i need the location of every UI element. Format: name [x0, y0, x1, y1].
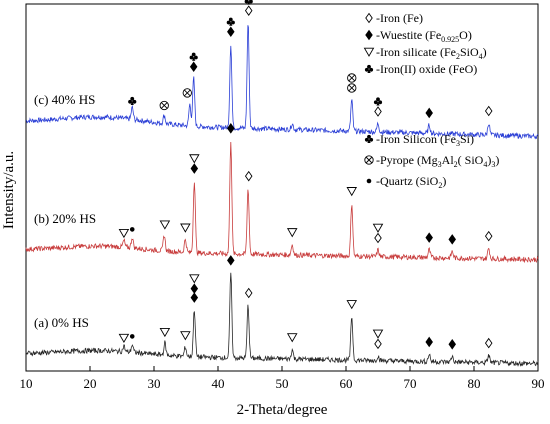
- x-tick-label: 40: [212, 376, 225, 391]
- legend-lower: -Iron Silicon (Fe3Si) -Pyrope (Mg3Al2( Si…: [364, 132, 499, 190]
- marker-open-diamond: [365, 12, 373, 24]
- marker-otimes: [364, 155, 374, 165]
- marker-open-diamond: [484, 337, 493, 349]
- marker-diamond: [365, 29, 373, 41]
- marker-triangle: [363, 47, 375, 57]
- marker-diamond: [227, 123, 235, 134]
- marker-triangle: [286, 228, 298, 238]
- x-tick-label: 20: [84, 376, 97, 391]
- marker-triangle-open-diamond: [372, 223, 384, 244]
- legend-label: -Iron Silicon (Fe3Si): [376, 132, 474, 148]
- marker-triangle-diamond-stack: [189, 274, 200, 303]
- marker-diamond: [425, 336, 433, 348]
- series-label: (a) 0% HS: [34, 315, 89, 330]
- x-axis-label: 2-Theta/degree: [237, 402, 328, 418]
- series-2: (a) 0% HS: [25, 255, 539, 367]
- series-layer: (c) 40% HS (b) 20% HS (a) 0% HS: [25, 0, 539, 367]
- legend-label: -Pyrope (Mg3Al2( SiO4)3): [376, 153, 499, 169]
- marker-otimes: [182, 88, 192, 98]
- x-tick-label: 80: [468, 376, 481, 391]
- marker-diamond: [448, 339, 456, 350]
- y-axis-label: Intensity/a.u.: [1, 151, 17, 229]
- marker-triangle-diamond: [189, 154, 200, 174]
- marker-triangle-open-diamond: [372, 329, 384, 350]
- marker-triangle: [180, 223, 191, 233]
- series-label: (c) 40% HS: [34, 92, 95, 107]
- marker-dot: [129, 227, 135, 232]
- marker-otimes-stack: [347, 73, 357, 93]
- marker-open-diamond: [484, 230, 493, 242]
- x-tick-label: 70: [404, 376, 417, 391]
- series-line: [25, 272, 539, 367]
- legend-entry: -Wuestite (Fe0.925O): [365, 28, 472, 44]
- marker-open-diamond-club: [244, 0, 253, 16]
- x-tick-label: 30: [148, 376, 161, 391]
- marker-diamond: [448, 234, 456, 245]
- marker-triangle: [286, 333, 298, 343]
- series-line: [25, 141, 539, 264]
- legend-label: -Quartz (SiO2): [376, 174, 446, 190]
- legend-label: -Iron(II) oxide (FeO): [376, 62, 477, 76]
- marker-diamond-club: [226, 17, 235, 38]
- legend-entry: -Iron (Fe): [365, 11, 423, 25]
- peak-markers: [118, 123, 493, 245]
- marker-dot: [129, 334, 135, 339]
- marker-triangle: [118, 333, 130, 344]
- legend-label: -Iron (Fe): [376, 11, 423, 25]
- legend-entry: -Pyrope (Mg3Al2( SiO4)3): [364, 153, 499, 169]
- x-tick-label: 10: [20, 376, 33, 391]
- marker-otimes: [159, 100, 169, 111]
- marker-dot: [366, 178, 372, 184]
- x-axis-ticks: 10 20 30 40 50 60 70 80 90: [20, 366, 545, 391]
- marker-triangle: [346, 300, 358, 310]
- marker-open-diamond-club: [373, 97, 383, 117]
- marker-open-diamond: [244, 170, 253, 182]
- legend-label: -Iron silicate (Fe2SiO4): [376, 45, 487, 61]
- peak-markers: [128, 0, 493, 119]
- series-1: (b) 20% HS: [25, 123, 539, 264]
- x-tick-label: 60: [340, 376, 353, 391]
- legend-entry: -Iron silicate (Fe2SiO4): [363, 45, 487, 61]
- marker-triangle: [118, 228, 130, 239]
- legend-label: -Wuestite (Fe0.925O): [376, 28, 472, 44]
- legend-entry: -Quartz (SiO2): [366, 174, 446, 190]
- marker-diamond: [425, 107, 433, 119]
- marker-open-diamond: [484, 105, 493, 117]
- series-label: (b) 20% HS: [34, 211, 96, 226]
- marker-club: [364, 134, 374, 143]
- legend-entry: -Iron(II) oxide (FeO): [364, 62, 477, 76]
- marker-diamond: [227, 255, 235, 266]
- marker-triangle: [346, 187, 358, 197]
- marker-diamond-club: [189, 52, 198, 72]
- legend-upper: -Iron (Fe) -Wuestite (Fe0.925O)-Iron sili…: [363, 11, 487, 76]
- series-line: [25, 25, 539, 140]
- marker-triangle: [180, 331, 191, 341]
- legend-entry: -Iron Silicon (Fe3Si): [364, 132, 474, 148]
- plot-frame: [25, 3, 539, 372]
- marker-open-diamond: [244, 287, 253, 299]
- x-tick-label: 90: [532, 376, 545, 391]
- peak-markers: [118, 255, 493, 350]
- marker-club: [364, 64, 374, 73]
- series-0: (c) 40% HS: [25, 0, 539, 140]
- marker-triangle: [159, 328, 171, 338]
- x-tick-label: 50: [276, 376, 289, 391]
- marker-diamond: [425, 232, 433, 243]
- marker-triangle: [159, 220, 171, 230]
- marker-club: [128, 96, 137, 105]
